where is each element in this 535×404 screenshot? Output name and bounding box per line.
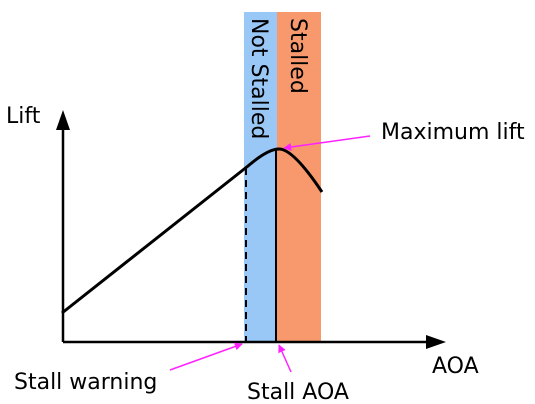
y-axis-label: Lift	[6, 104, 41, 129]
stall-aoa-label: Stall AOA	[247, 380, 349, 404]
not-stalled-band	[244, 12, 277, 342]
stalled-band	[277, 12, 321, 342]
not-stalled-label: Not Stalled	[246, 18, 271, 139]
stall-aoa-arrow	[278, 344, 292, 373]
stalled-label: Stalled	[285, 18, 310, 94]
maximum-lift-arrow	[283, 135, 371, 151]
stall-warning-arrow	[169, 342, 243, 371]
stall-warning-label: Stall warning	[14, 370, 157, 395]
lift-curve	[61, 147, 324, 315]
y-axis-arrowhead	[56, 110, 70, 130]
x-axis-label: AOA	[432, 354, 479, 379]
x-axis-arrowhead	[426, 335, 446, 349]
maximum-lift-label: Maximum lift	[381, 120, 525, 145]
